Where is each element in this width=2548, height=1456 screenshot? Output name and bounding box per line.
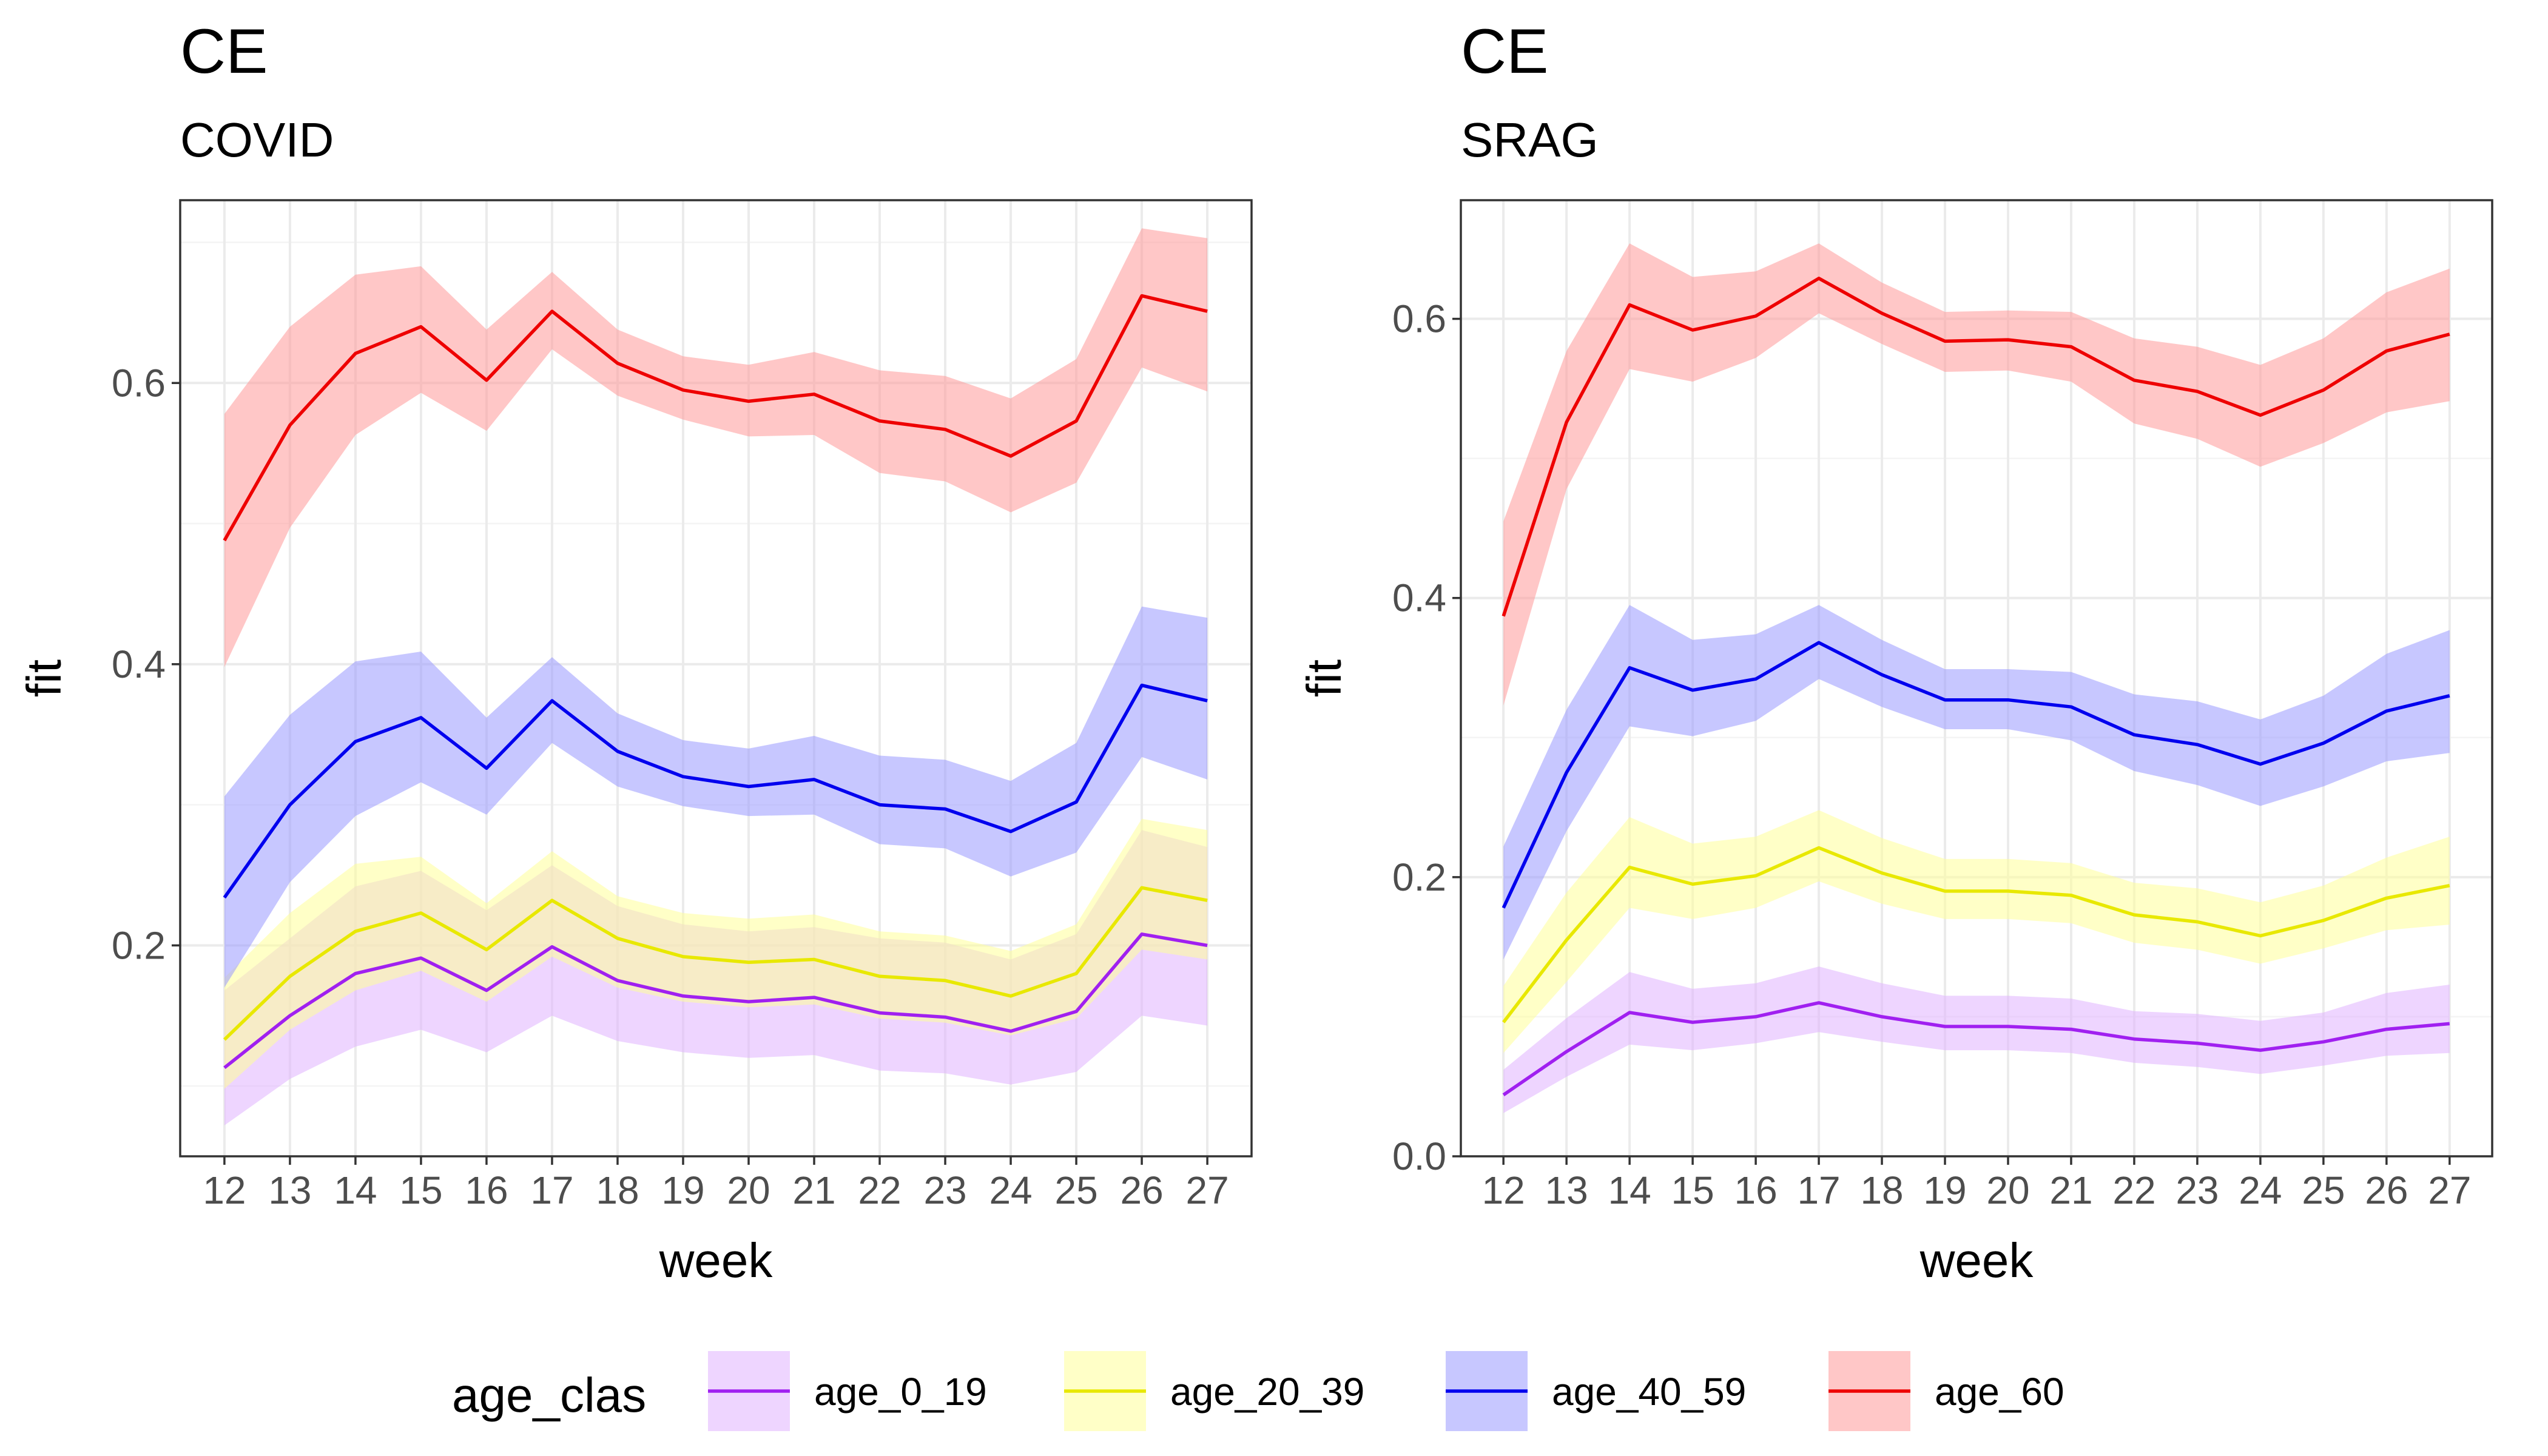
x-tick-label: 22 [858, 1168, 901, 1212]
line-age_0_19 [223, 932, 1208, 1070]
series-lines [223, 294, 1208, 1070]
legend: age_clas age_0_19 age_20_39 age_40_59 age_6… [452, 1351, 2064, 1431]
panel-srag: CE SRAG 0.0 0.2 0.4 0.6 12 13 14 15 16 17 18 19 20 2… [1297, 16, 2493, 1287]
x-tick-label: 22 [2112, 1168, 2155, 1212]
x-tick-label: 12 [1482, 1168, 1525, 1212]
x-tick-label: 23 [2176, 1168, 2219, 1212]
x-tick-label: 26 [1120, 1168, 1163, 1212]
y-tick-label: 0.6 [112, 361, 166, 405]
band-age_40_59 [1503, 605, 2450, 960]
x-tick-label: 12 [203, 1168, 246, 1212]
panel-border [179, 199, 1253, 1158]
panel-subtitle: COVID [180, 113, 334, 167]
x-tick-label: 25 [1054, 1168, 1097, 1212]
panel-title: CE [1461, 16, 1548, 87]
x-tick-label: 21 [792, 1168, 835, 1212]
legend-item-age_0_19: age_0_19 [708, 1351, 987, 1431]
x-axis-title: week [659, 1233, 774, 1287]
x-tick-label: 27 [2428, 1168, 2471, 1212]
line-age_20_39 [1502, 846, 2450, 1023]
x-tick-label: 19 [1923, 1168, 1966, 1212]
x-tick-label: 17 [1797, 1168, 1840, 1212]
x-tick-label: 19 [661, 1168, 704, 1212]
line-age_60 [1502, 277, 2450, 617]
line-age_60 [223, 294, 1208, 542]
x-tick-label: 14 [334, 1168, 377, 1212]
x-tick-label: 20 [1986, 1168, 2029, 1212]
y-tick-label: 0.2 [1392, 855, 1446, 899]
legend-title: age_clas [452, 1368, 646, 1422]
x-tick-label: 17 [530, 1168, 573, 1212]
x-tick-label: 24 [989, 1168, 1032, 1212]
legend-items: age_0_19 age_20_39 age_40_59 age_60 [708, 1351, 2064, 1431]
x-tick-label: 16 [1734, 1168, 1777, 1212]
x-tick-label: 27 [1185, 1168, 1228, 1212]
x-tick-label: 15 [399, 1168, 442, 1212]
x-tick-label: 23 [923, 1168, 966, 1212]
legend-label: age_0_19 [814, 1370, 987, 1414]
y-tick-label: 0.4 [1392, 576, 1446, 620]
x-tick-label: 18 [1860, 1168, 1903, 1212]
y-axis-title: fit [17, 659, 71, 697]
legend-label: age_20_39 [1170, 1370, 1364, 1414]
legend-item-age_60: age_60 [1828, 1351, 2064, 1431]
band-age_20_39 [1503, 810, 2450, 1053]
band-age_60 [224, 228, 1208, 667]
panel-covid: CE COVID 0.2 0.4 0.6 12 13 14 15 16 17 18 19 20 21 2… [17, 16, 1253, 1287]
legend-item-age_20_39: age_20_39 [1064, 1351, 1364, 1431]
panel-title: CE [180, 16, 268, 87]
panel-border [1460, 199, 2493, 1158]
line-age_20_39 [223, 886, 1208, 1041]
band-age_60 [1503, 243, 2450, 706]
x-tick-label: 18 [596, 1168, 639, 1212]
y-tick-label: 0.2 [112, 923, 166, 967]
confidence-bands [1503, 243, 2450, 1113]
line-age_0_19 [1502, 1001, 2450, 1097]
y-axis: 0.0 0.2 0.4 0.6 [1392, 297, 1461, 1178]
x-tick-label: 13 [1545, 1168, 1588, 1212]
series-lines [1502, 277, 2450, 1097]
x-axis: 12 13 14 15 16 17 18 19 20 21 22 23 24 25 26 27 [203, 1156, 1229, 1212]
x-axis: 12 13 14 15 16 17 18 19 20 21 22 23 24 25 26 27 [1482, 1156, 2471, 1212]
line-age_40_59 [223, 683, 1208, 899]
x-tick-label: 26 [2365, 1168, 2408, 1212]
legend-label: age_40_59 [1552, 1370, 1746, 1414]
y-axis: 0.2 0.4 0.6 [112, 361, 180, 967]
line-age_40_59 [1502, 641, 2450, 909]
x-tick-label: 24 [2239, 1168, 2282, 1212]
band-age_0_19 [1503, 966, 2450, 1113]
y-tick-label: 0.4 [112, 642, 166, 686]
legend-item-age_40_59: age_40_59 [1446, 1351, 1746, 1431]
x-tick-label: 16 [465, 1168, 508, 1212]
band-age_40_59 [224, 606, 1208, 988]
y-tick-label: 0.0 [1392, 1134, 1446, 1178]
x-tick-label: 21 [2049, 1168, 2092, 1212]
panel-subtitle: SRAG [1461, 113, 1599, 167]
x-tick-label: 13 [268, 1168, 311, 1212]
x-tick-label: 15 [1671, 1168, 1714, 1212]
x-axis-title: week [1919, 1233, 2034, 1287]
y-tick-label: 0.6 [1392, 297, 1446, 341]
x-tick-label: 20 [727, 1168, 770, 1212]
legend-label: age_60 [1935, 1370, 2064, 1414]
x-tick-label: 25 [2302, 1168, 2345, 1212]
y-axis-title: fit [1297, 659, 1351, 697]
x-tick-label: 14 [1608, 1168, 1651, 1212]
